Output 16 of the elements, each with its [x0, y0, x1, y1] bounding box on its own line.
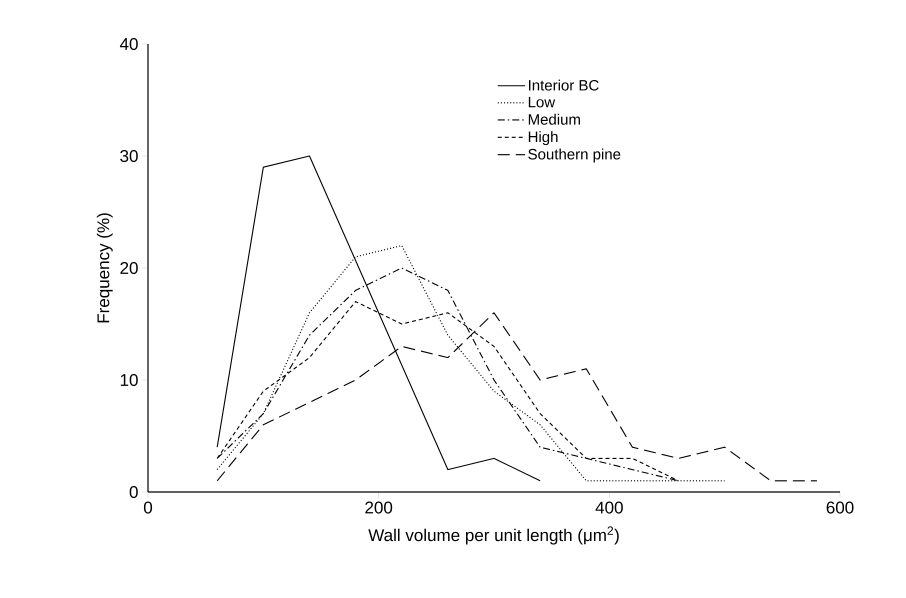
y-tick-label: 20	[120, 262, 138, 274]
x-tick-label: 0	[144, 502, 152, 514]
legend-label: Interior BC	[528, 80, 599, 91]
y-tick-label: 30	[120, 150, 138, 162]
legend-label: Medium	[528, 114, 580, 125]
x-tick-label: 600	[826, 502, 854, 514]
y-axis-title: Frequency (%)	[96, 213, 113, 322]
legend-label: High	[528, 131, 558, 146]
y-tick-label: 10	[120, 374, 138, 386]
y-tick-label: 0	[130, 486, 138, 498]
x-tick-label: 400	[596, 502, 623, 514]
x-tick-label: 200	[365, 502, 392, 514]
y-tick-label: 40	[120, 38, 138, 50]
x-axis-title: Wall volume per unit length (μm$^{2}$)	[368, 526, 619, 545]
legend-label: Low	[528, 96, 556, 108]
legend-label: Southern pine	[528, 148, 620, 162]
